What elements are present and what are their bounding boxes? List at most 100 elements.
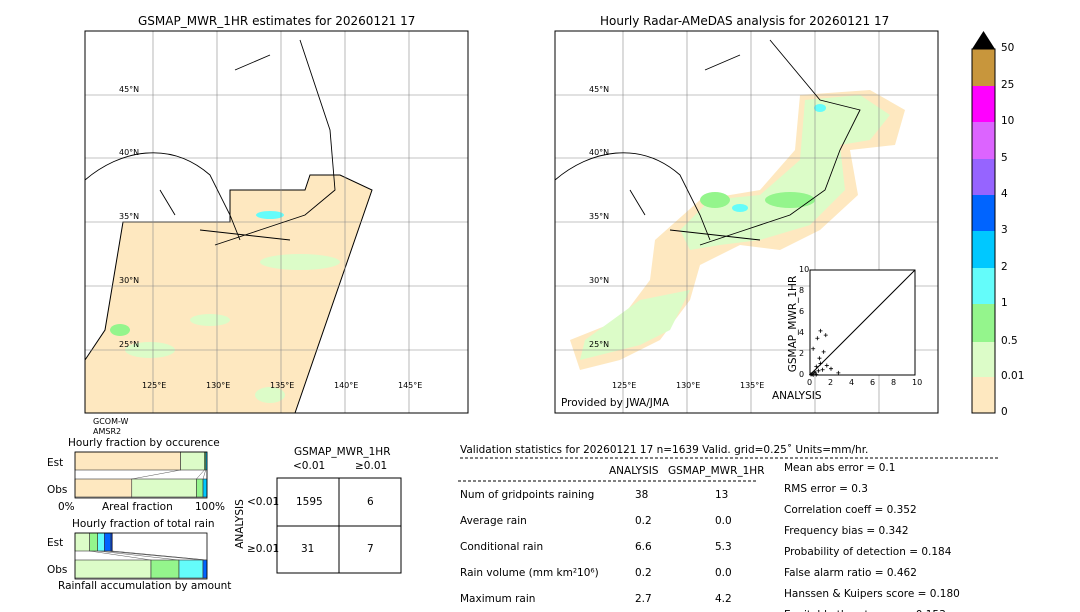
row-header: ≥0.01 (247, 543, 280, 555)
scatter-ytick: 10 (799, 265, 810, 274)
fraction-bar-est (180, 451, 205, 471)
score-line: Correlation coeff = 0.352 (784, 504, 917, 516)
stats-analysis-value: 6.6 (635, 541, 652, 553)
scatter-point (817, 356, 822, 361)
scatter-xtick: 8 (891, 378, 897, 387)
colorbar-label: 0 (1001, 406, 1008, 418)
stats-row-label: Rain volume (mm km²10⁶) (460, 567, 599, 579)
scatter-point (836, 370, 841, 375)
colorbar-label: 5 (1001, 152, 1008, 164)
stats-col-gsmap: GSMAP_MWR_1HR (668, 465, 765, 477)
fraction-bar-est (110, 532, 113, 552)
fraction-bar-obs (131, 478, 197, 498)
stats-gsmap-value: 4.2 (715, 593, 732, 605)
fraction-bar-est (89, 532, 98, 552)
stats-analysis-value: 0.2 (635, 567, 652, 579)
scatter-point (820, 367, 825, 372)
scatter-point (829, 366, 833, 371)
colorbar-label: 0.5 (1001, 335, 1018, 347)
stats-analysis-value: 0.2 (635, 515, 652, 527)
lon-label: 125°E (142, 381, 167, 390)
score-line: Probability of detection = 0.184 (784, 546, 952, 558)
left-map-title: GSMAP_MWR_1HR estimates for 20260121 17 (138, 14, 416, 28)
stats-header: Validation statistics for 20260121 17 n=… (460, 444, 869, 456)
fraction-bar-obs (178, 559, 204, 579)
score-line: RMS error = 0.3 (784, 483, 868, 495)
lat-label: 45°N (589, 85, 610, 94)
fraction-bar-obs (150, 559, 180, 579)
scatter-point (814, 364, 819, 369)
scatter-point (824, 363, 829, 368)
scatter-point (821, 349, 826, 354)
scatter-xtick: 0 (807, 378, 813, 387)
stats-analysis-value: 2.7 (635, 593, 652, 605)
colorbar-label: 1 (1001, 297, 1008, 309)
sensor-instrument: AMSR2 (93, 427, 122, 436)
obs-label-2: Obs (47, 564, 68, 576)
scatter-point (815, 336, 820, 341)
scatter-point (816, 368, 821, 373)
score-line: Equitable threat score = 0.153 (784, 609, 946, 612)
fraction-bar-obs (202, 559, 208, 579)
score-line: Mean abs error = 0.1 (784, 462, 896, 474)
lon-label: 145°E (398, 381, 423, 390)
scatter-xlabel: ANALYSIS (772, 390, 822, 402)
scatter-xtick: 4 (849, 378, 855, 387)
stats-gsmap-value: 0.0 (715, 567, 732, 579)
lat-label: 25°N (589, 340, 610, 349)
right-map-title: Hourly Radar-AMeDAS analysis for 2026012… (600, 14, 890, 28)
stats-gsmap-value: 13 (715, 489, 729, 501)
colorbar-label: 10 (1001, 115, 1015, 127)
colorbar-segment (972, 231, 995, 268)
score-line: Frequency bias = 0.342 (784, 525, 909, 537)
table-cell: 1595 (296, 496, 323, 508)
colorbar-label: 25 (1001, 79, 1015, 91)
est-label-2: Est (47, 537, 64, 549)
score-line: Hanssen & Kuipers score = 0.180 (784, 588, 960, 600)
colorbar-extend-arrow (972, 31, 995, 49)
table-cell: 31 (301, 543, 315, 555)
fraction-bar-obs (202, 478, 208, 498)
x-right-label: 100% (195, 501, 226, 513)
obs-label: Obs (47, 484, 68, 496)
colorbar-segment (972, 86, 995, 122)
fraction-bar-est (74, 451, 181, 471)
stats-row-label: Conditional rain (460, 541, 544, 553)
left-map (84, 30, 469, 414)
scatter-point (809, 372, 814, 377)
occurrence-title: Hourly fraction by occurence (68, 437, 220, 449)
scatter-ytick: 2 (799, 349, 805, 358)
est-label: Est (47, 457, 64, 469)
stats-row-label: Maximum rain (460, 593, 536, 605)
lat-label: 35°N (589, 212, 610, 221)
colorbar-label: 3 (1001, 224, 1008, 236)
table-cell: 7 (367, 543, 374, 555)
fraction-bar-obs (196, 478, 204, 498)
scatter-xtick: 2 (828, 378, 834, 387)
scatter-ytick: 0 (799, 370, 805, 379)
stats-gsmap-value: 5.3 (715, 541, 732, 553)
fraction-bar-obs (74, 559, 152, 579)
lat-label: 35°N (119, 212, 140, 221)
row-header: <0.01 (247, 496, 280, 508)
fraction-bar-obs (74, 478, 133, 498)
stats-row-label: Num of gridpoints raining (460, 489, 595, 501)
colorbar-segment (972, 268, 995, 304)
scatter-point (811, 373, 816, 377)
scatter-ytick: 6 (799, 307, 805, 316)
colorbar (971, 31, 996, 414)
score-line: False alarm ratio = 0.462 (784, 567, 917, 579)
right-map (554, 30, 939, 414)
lat-label: 30°N (589, 276, 610, 285)
colorbar-label: 50 (1001, 42, 1015, 54)
colorbar-segment (972, 49, 995, 86)
colorbar-segment (972, 304, 995, 342)
colorbar-label: 4 (1001, 188, 1008, 200)
fraction-bar-est (74, 532, 90, 552)
x-left-label: 0% (58, 501, 75, 513)
scatter-ytick: 8 (799, 286, 805, 295)
stats-row-label: Average rain (460, 515, 527, 527)
colorbar-segment (972, 377, 995, 413)
